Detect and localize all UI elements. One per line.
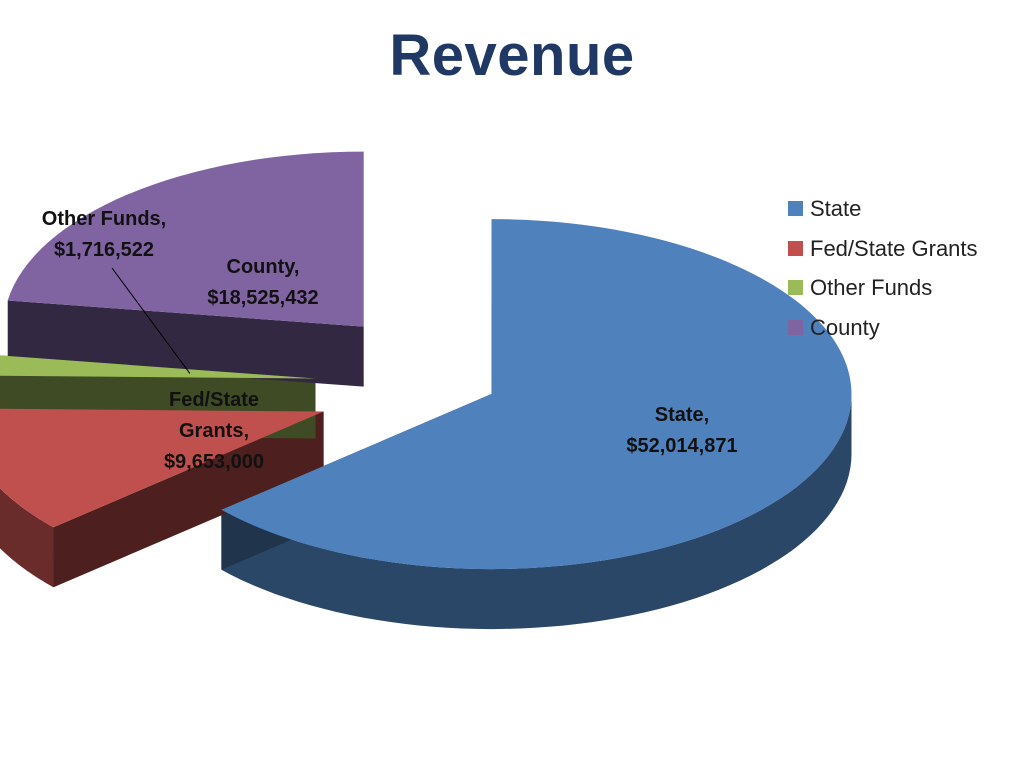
data-label-other-funds: Other Funds, $1,716,522 xyxy=(42,208,166,261)
legend-swatch-fed-state-grants xyxy=(788,240,803,256)
data-label-state: State, $52,014,871 xyxy=(626,404,737,457)
slice-county[interactable] xyxy=(7,151,364,327)
legend-swatch-county xyxy=(788,319,803,335)
chart-title: Revenue xyxy=(389,23,635,88)
legend-label-fed-state-grants: Fed/State Grants xyxy=(810,235,978,261)
legend: State Fed/State Grants Other Funds Count… xyxy=(788,196,978,354)
legend-item-state[interactable]: State xyxy=(788,196,978,236)
slice-fed-state-grants[interactable] xyxy=(0,408,324,528)
slice-rim-fed-state-grants xyxy=(0,488,54,588)
data-label-county: County, $18,525,432 xyxy=(207,256,318,309)
slice-rim-state xyxy=(221,394,852,630)
legend-item-county[interactable]: County xyxy=(788,315,978,355)
legend-swatch-state xyxy=(788,201,803,216)
legend-swatch-other-funds xyxy=(788,280,803,295)
legend-label-state: State xyxy=(810,196,862,221)
data-label-fed-state-grants: Fed/State Grants, $9,653,000 xyxy=(164,389,264,473)
legend-item-other-funds[interactable]: Other Funds xyxy=(788,275,978,315)
slice-state[interactable] xyxy=(221,219,852,570)
legend-label-other-funds: Other Funds xyxy=(810,275,933,300)
legend-label-county: County xyxy=(810,314,880,340)
leader-line-other-funds xyxy=(111,267,191,374)
slice-other-funds[interactable] xyxy=(0,352,316,379)
legend-item-fed-state-grants[interactable]: Fed/State Grants xyxy=(788,236,978,276)
